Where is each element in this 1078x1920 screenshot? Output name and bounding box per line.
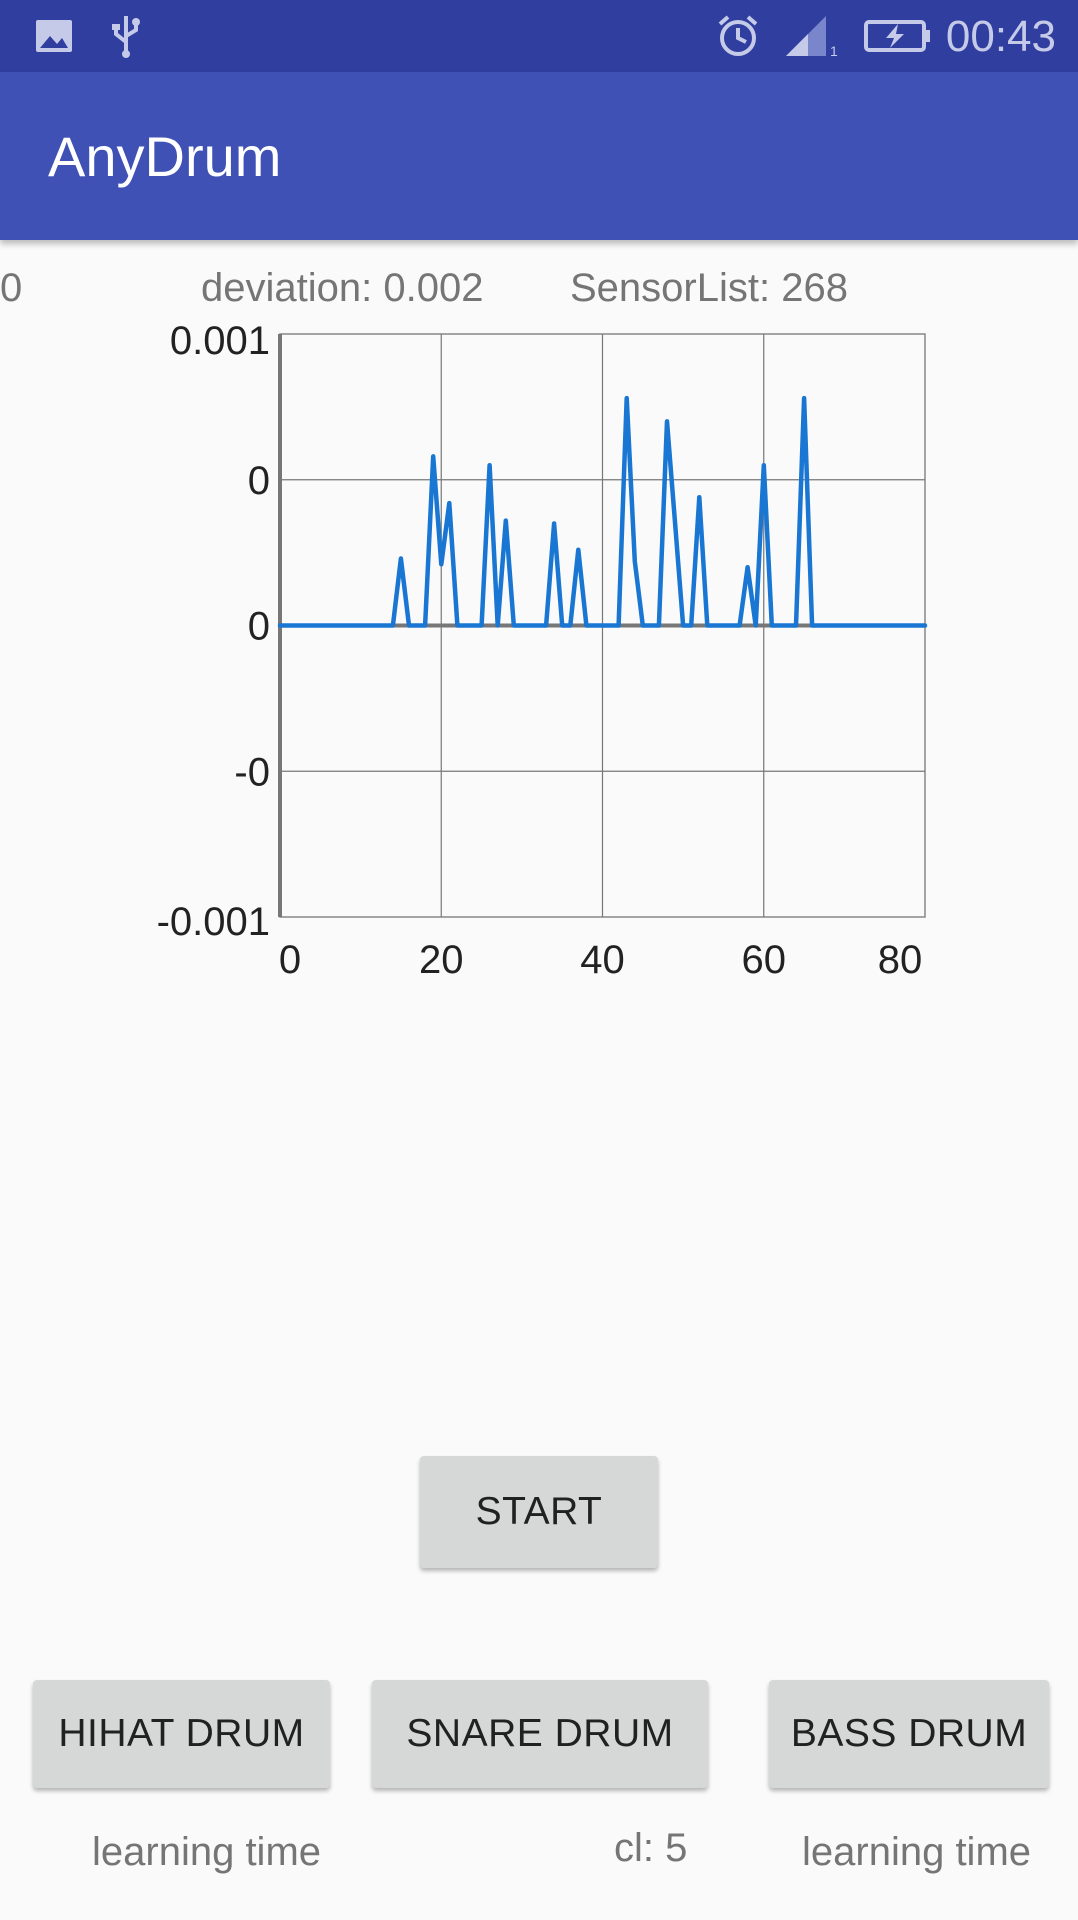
status-time: 00:43: [945, 12, 1056, 61]
bass-drum-button[interactable]: BASS DRUM: [769, 1680, 1049, 1788]
x-tick-label: 60: [742, 938, 787, 982]
x-tick-label: 80: [878, 938, 923, 982]
hihat-caption: learning time: [92, 1830, 322, 1874]
image-icon: [36, 20, 72, 52]
left-value: 0: [0, 266, 23, 310]
bass-caption: learning time: [802, 1830, 1032, 1874]
x-tick-label: 0: [279, 938, 301, 982]
y-tick-label: -0.001: [157, 900, 270, 944]
app-bar: AnyDrum: [0, 72, 1078, 240]
sensor-list-label: SensorList: 268: [570, 266, 848, 310]
chart-tick-labels: 0 20 40 60 80 0.001 0 0 -0 -0.001: [157, 319, 923, 982]
alarm-icon: [718, 15, 758, 56]
y-tick-label: -0: [234, 750, 270, 794]
signal-icon: 1: [786, 16, 838, 58]
y-tick-label: 0: [248, 605, 270, 649]
deviation-label: deviation: 0.002: [201, 266, 484, 310]
app-title: AnyDrum: [48, 125, 282, 188]
usb-icon: [112, 16, 140, 58]
snare-drum-button[interactable]: SNARE DRUM: [372, 1680, 708, 1788]
sensor-chart: 0 20 40 60 80 0.001 0 0 -0 -0.001: [157, 319, 928, 982]
x-tick-label: 20: [419, 938, 464, 982]
status-bar: 1 00:43: [0, 0, 1078, 72]
series-line-1: [277, 395, 928, 628]
chart-series: [277, 395, 928, 628]
battery-charging-icon: [864, 20, 930, 52]
svg-text:1: 1: [830, 43, 838, 58]
y-tick-label: 0.001: [170, 319, 270, 363]
start-button[interactable]: START: [420, 1456, 658, 1568]
y-tick-label: 0: [248, 459, 270, 503]
x-tick-label: 40: [580, 938, 625, 982]
snare-caption: cl: 5: [614, 1826, 688, 1870]
hihat-drum-button[interactable]: HIHAT DRUM: [33, 1680, 330, 1788]
